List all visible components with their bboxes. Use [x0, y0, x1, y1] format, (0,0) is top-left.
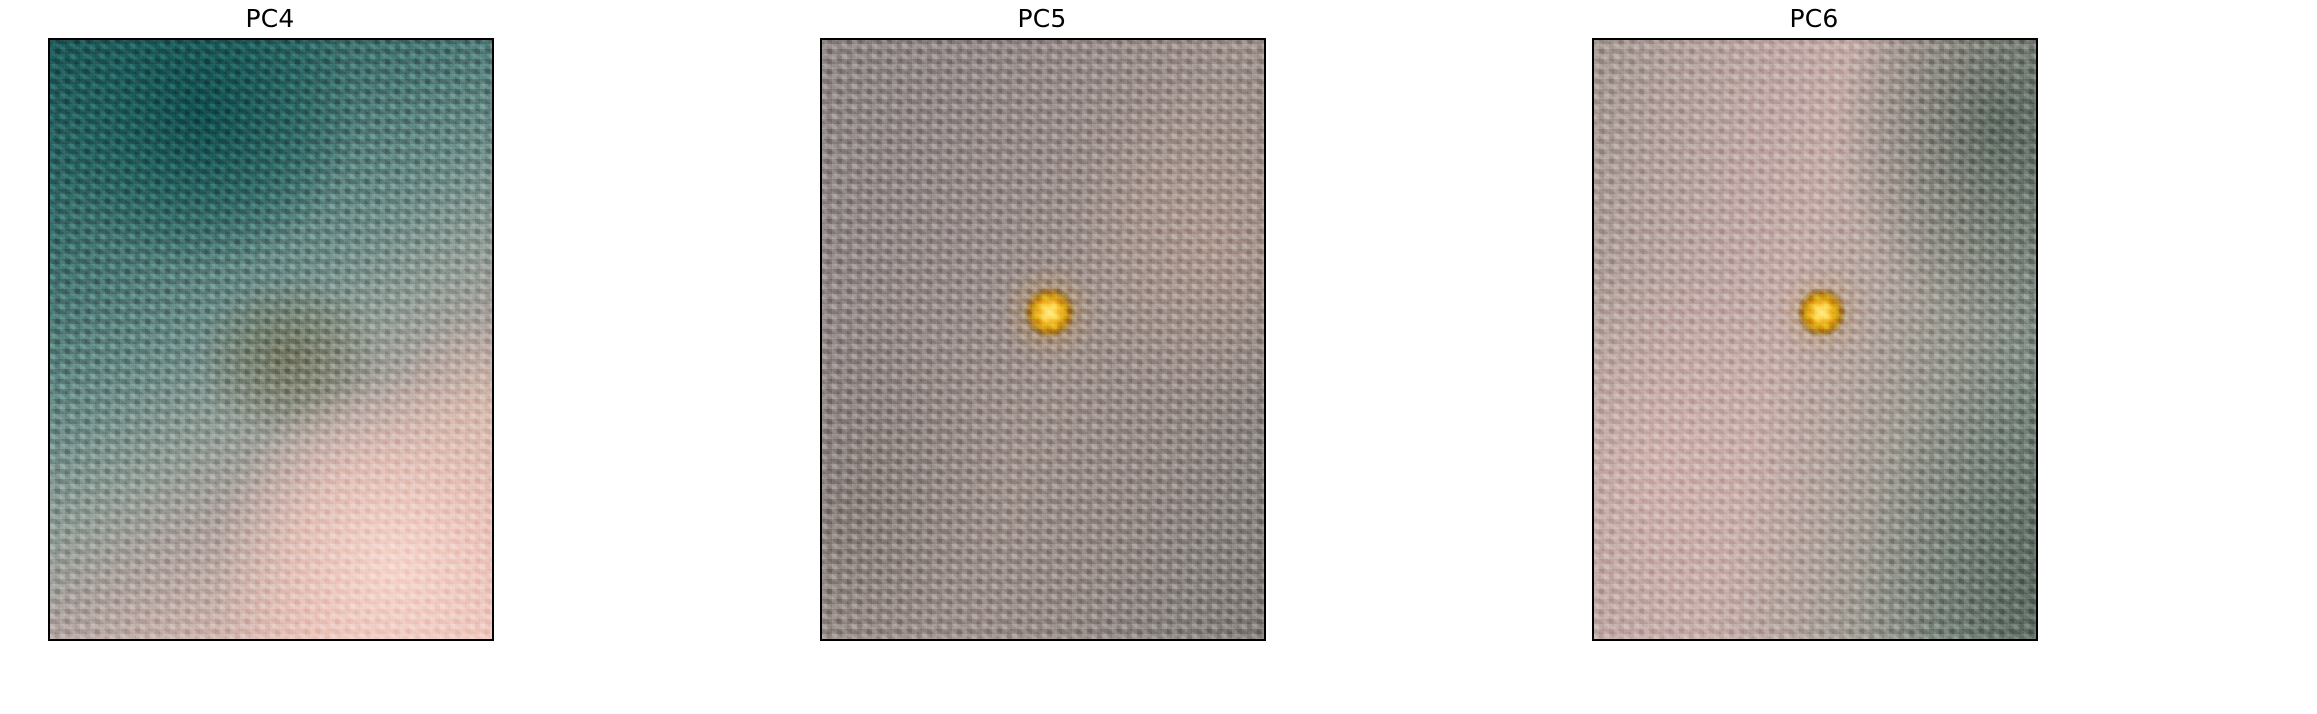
panel-title-pc5: PC5	[1017, 4, 1067, 33]
pc6-pixel-noise	[1594, 40, 2036, 639]
ytick-mark	[820, 370, 822, 373]
xtick-mark	[294, 639, 297, 641]
pc5-image	[822, 40, 1264, 639]
subplot-pc5: PC5 0 20 40 60 80	[772, 0, 1312, 714]
xtick-mark	[1595, 639, 1598, 641]
xtick-mark	[1066, 639, 1069, 641]
xtick-mark	[456, 639, 459, 641]
ytick-mark	[1592, 151, 1594, 154]
ytick-mark	[48, 151, 50, 154]
xtick-mark	[375, 639, 378, 641]
panel-title-pc6: PC6	[1789, 4, 1839, 33]
xtick-mark	[1676, 639, 1679, 641]
pc4-pixel-grain	[50, 40, 492, 639]
ytick-mark	[820, 480, 822, 483]
subplot-pc6: PC6 0 20 40 60 80	[1544, 0, 2084, 714]
xtick-mark	[1757, 639, 1760, 641]
xtick-mark	[985, 639, 988, 641]
ytick-mark	[48, 41, 50, 44]
ytick-mark	[1592, 480, 1594, 483]
ytick-mark	[820, 41, 822, 44]
panel-title-pc4: PC4	[245, 4, 295, 33]
pc6-image	[1594, 40, 2036, 639]
pc4-pixel-noise	[50, 40, 492, 639]
ytick-mark	[48, 261, 50, 264]
subplot-pc4: PC4 0 20 40 60	[0, 0, 540, 714]
xtick-mark	[904, 639, 907, 641]
axes-pc4: 0 20 40 60 80 0	[48, 38, 494, 641]
ytick-mark	[1592, 261, 1594, 264]
axes-pc5: 0 20 40 60 80 0	[820, 38, 1266, 641]
xtick-mark	[213, 639, 216, 641]
xtick-mark	[1919, 639, 1922, 641]
ytick-mark	[820, 261, 822, 264]
xtick-mark	[823, 639, 826, 641]
ytick-mark	[48, 370, 50, 373]
pc6-pixel-grain	[1594, 40, 2036, 639]
pc4-image	[50, 40, 492, 639]
pc5-pixel-grain	[822, 40, 1264, 639]
ytick-mark	[820, 151, 822, 154]
xtick-mark	[51, 639, 54, 641]
ytick-mark	[1592, 370, 1594, 373]
xtick-mark	[2000, 639, 2003, 641]
xtick-mark	[1838, 639, 1841, 641]
pc5-pixel-noise	[822, 40, 1264, 639]
xtick-mark	[1228, 639, 1231, 641]
xtick-mark	[1147, 639, 1150, 641]
ytick-mark	[1592, 41, 1594, 44]
ytick-mark	[48, 480, 50, 483]
axes-pc6: 0 20 40 60 80 0	[1592, 38, 2038, 641]
xtick-mark	[132, 639, 135, 641]
